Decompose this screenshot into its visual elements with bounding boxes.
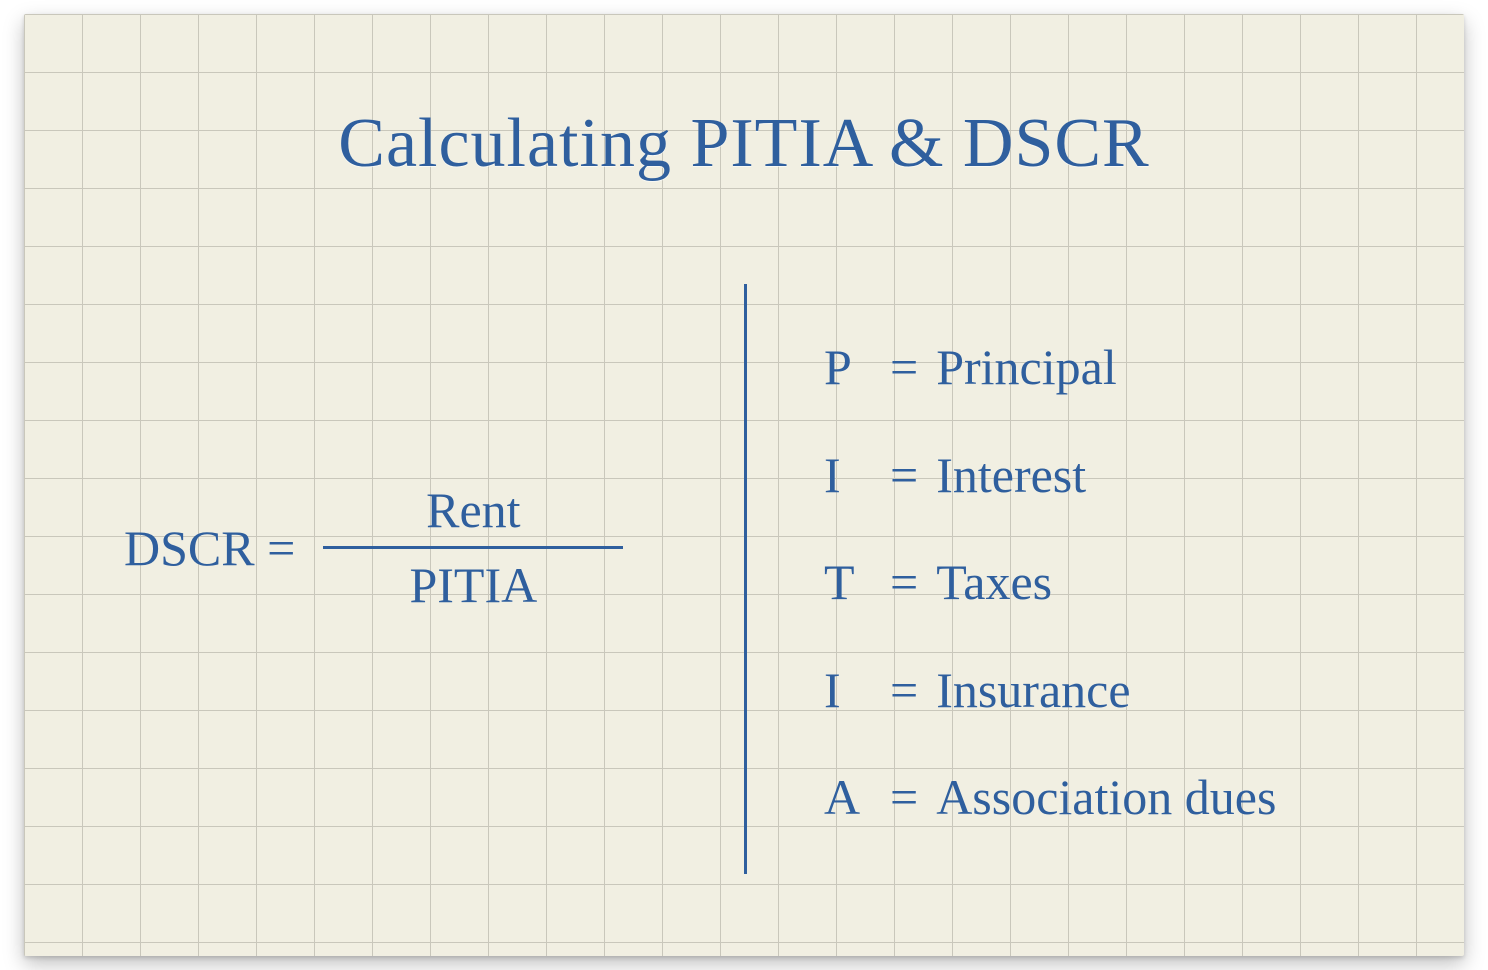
- definition-meaning: Insurance: [936, 637, 1130, 745]
- definition-row: I = Insurance: [824, 637, 1276, 745]
- dscr-formula: DSCR = Rent PITIA: [124, 474, 684, 621]
- definition-row: I = Interest: [824, 422, 1276, 530]
- diagram-title: Calculating PITIA & DSCR: [24, 104, 1464, 184]
- definition-letter: I: [824, 637, 872, 745]
- definition-meaning: Association dues: [936, 744, 1276, 852]
- formula-fraction: Rent PITIA: [323, 474, 623, 621]
- vertical-divider: [744, 284, 747, 874]
- definition-equals: =: [890, 637, 918, 745]
- graph-paper: Calculating PITIA & DSCR DSCR = Rent PIT…: [24, 14, 1464, 956]
- definition-row: A = Association dues: [824, 744, 1276, 852]
- definition-equals: =: [890, 744, 918, 852]
- definition-equals: =: [890, 314, 918, 422]
- formula-numerator: Rent: [386, 474, 560, 546]
- pitia-definitions: P = Principal I = Interest T = Taxes I =…: [824, 314, 1276, 852]
- definition-meaning: Taxes: [936, 529, 1052, 637]
- definition-equals: =: [890, 422, 918, 530]
- definition-meaning: Principal: [936, 314, 1117, 422]
- formula-lhs: DSCR =: [124, 519, 295, 577]
- definition-letter: I: [824, 422, 872, 530]
- definition-letter: A: [824, 744, 872, 852]
- definition-letter: T: [824, 529, 872, 637]
- definition-letter: P: [824, 314, 872, 422]
- formula-denominator: PITIA: [369, 549, 577, 621]
- definition-row: P = Principal: [824, 314, 1276, 422]
- definition-row: T = Taxes: [824, 529, 1276, 637]
- definition-meaning: Interest: [936, 422, 1086, 530]
- definition-equals: =: [890, 529, 918, 637]
